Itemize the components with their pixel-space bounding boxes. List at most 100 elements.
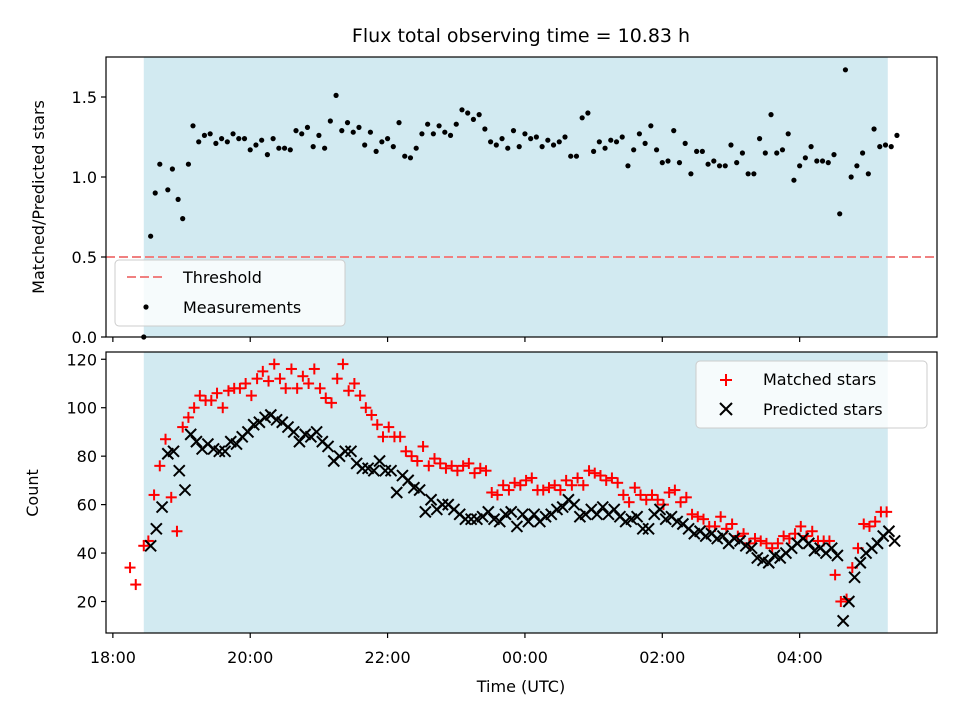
predicted-star-point	[596, 500, 609, 514]
measurement-point	[751, 171, 757, 177]
matched-star-point	[869, 516, 881, 528]
bottom-y-axis-label: Count	[23, 469, 42, 517]
matched-star-point	[680, 491, 692, 503]
measurement-point	[236, 136, 242, 142]
matched-star-point	[240, 377, 252, 389]
predicted-star-point	[882, 525, 896, 538]
measurement-point	[396, 120, 402, 126]
predicted-star-point	[493, 515, 506, 528]
predicted-star-point	[384, 464, 398, 477]
matched-star-point	[234, 382, 246, 394]
measurement-point	[219, 136, 225, 142]
predicted-star-point	[379, 464, 392, 477]
matched-star-point	[205, 394, 217, 406]
measurement-points	[141, 67, 900, 340]
matched-star-point	[463, 457, 475, 469]
x-tick-label: 00:00	[502, 648, 548, 667]
matched-star-point	[337, 358, 349, 370]
predicted-star-point	[825, 542, 838, 555]
matched-star-point	[257, 365, 269, 377]
matched-star-point	[612, 477, 624, 489]
predicted-star-point	[888, 534, 901, 548]
measurement-point	[339, 128, 345, 134]
matched-star-point	[795, 520, 807, 532]
predicted-star-point	[413, 483, 426, 497]
top-y-axis-label: Matched/Predicted stars	[29, 100, 48, 294]
matched-star-point	[130, 579, 142, 591]
predicted-star-point	[178, 483, 192, 497]
y-tick-label: 120	[66, 350, 97, 369]
measurement-point	[436, 123, 442, 129]
measurement-point	[562, 134, 568, 140]
chart-title: Flux total observing time = 10.83 h	[352, 25, 690, 47]
matched-star-point	[526, 472, 538, 484]
measurement-point	[711, 158, 717, 164]
matched-star-point	[177, 421, 189, 433]
measurement-point	[362, 142, 368, 148]
measurement-point	[180, 216, 186, 222]
measurement-point	[327, 118, 333, 124]
measurement-point	[591, 148, 597, 154]
predicted-star-point	[150, 522, 163, 536]
predicted-star-point	[173, 464, 186, 477]
matched-star-point	[640, 494, 652, 506]
measurement-point	[528, 136, 534, 142]
predicted-star-point	[436, 498, 449, 511]
measurement-point	[682, 140, 688, 146]
predicted-star-point	[230, 437, 243, 451]
bottom-x-ticks: 18:00 20:00 22:00 00:00 02:00 04:00	[90, 633, 823, 667]
measurement-point	[791, 177, 797, 183]
measurement-point	[545, 137, 551, 143]
measurement-point	[573, 153, 580, 159]
predicted-star-point	[356, 462, 369, 475]
measurement-point	[379, 139, 385, 145]
measurement-point	[459, 107, 465, 113]
measurement-point	[230, 131, 236, 137]
matched-star-point	[806, 525, 818, 537]
measurement-point	[465, 110, 471, 116]
measurement-point	[877, 144, 883, 150]
measurement-point	[281, 145, 288, 151]
matched-star-point	[663, 487, 675, 498]
measurement-point	[688, 171, 694, 177]
measurement-point	[882, 142, 889, 148]
matched-star-point	[686, 508, 698, 520]
y-tick-label: 80	[77, 447, 97, 466]
measurement-point	[304, 124, 311, 130]
matched-stars-legend-swatch	[720, 374, 732, 386]
matched-star-point	[726, 518, 738, 530]
measurement-point	[848, 174, 854, 180]
measurement-point	[430, 131, 436, 137]
matched-star-point	[331, 373, 343, 385]
measurement-point	[207, 131, 213, 137]
measurement-point	[148, 233, 154, 239]
matched-star-point	[320, 392, 332, 404]
measurement-point	[745, 171, 751, 177]
measurement-point	[659, 160, 665, 166]
measurement-point	[419, 131, 425, 137]
measurement-point	[642, 140, 648, 146]
measurement-point	[871, 126, 877, 132]
matched-star-point	[503, 484, 515, 496]
predicted-stars-points	[144, 408, 901, 628]
matched-star-point	[715, 511, 727, 523]
measurement-point	[510, 128, 517, 134]
y-tick-label: 100	[66, 399, 97, 418]
measurement-point	[568, 153, 574, 159]
matched-star-point	[354, 390, 366, 402]
measurement-point	[425, 121, 431, 127]
matched-star-point	[583, 465, 595, 477]
matched-stars-points	[124, 358, 893, 608]
measurement-point	[739, 150, 746, 156]
predicted-star-point	[556, 500, 569, 514]
measurement-point	[716, 163, 723, 169]
measurement-point	[768, 112, 774, 118]
top-x-ticks	[112, 337, 801, 342]
measurement-point	[728, 142, 734, 148]
predicted-star-point	[155, 500, 169, 514]
predicted-star-point	[218, 445, 232, 458]
predicted-star-point	[241, 425, 255, 439]
matched-star-point	[285, 363, 297, 375]
measurement-point	[213, 140, 219, 146]
matched-star-point	[291, 382, 303, 394]
